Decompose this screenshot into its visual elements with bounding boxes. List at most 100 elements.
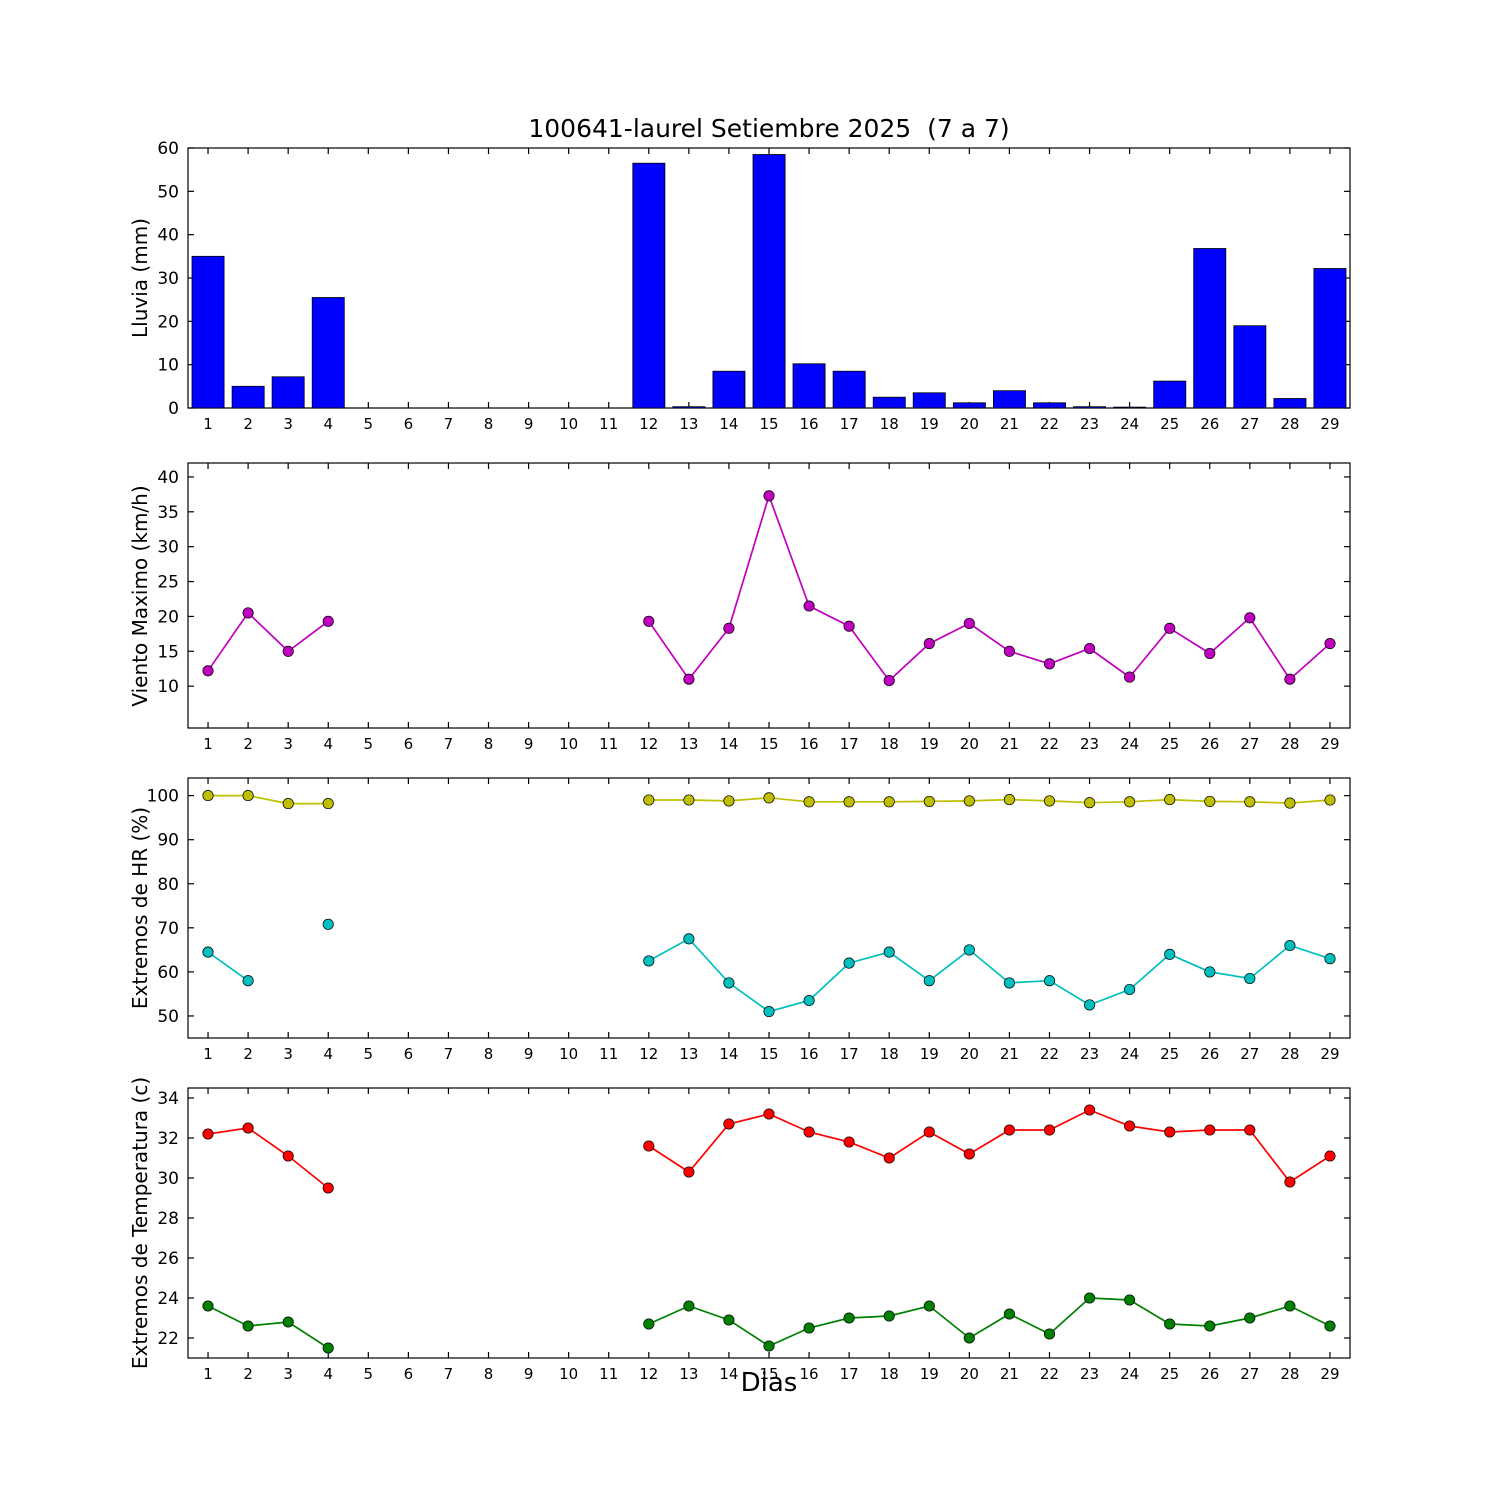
hr-maxima-point-day-17	[843, 796, 855, 808]
x-tick-label: 27	[1240, 735, 1259, 753]
lluvia-bar-day-16	[792, 363, 826, 409]
y-tick-label: 100	[147, 787, 179, 807]
hr-maxima-point-day-27	[1244, 796, 1256, 808]
y-tick-label: 40	[157, 468, 179, 488]
temperatura-maxima-point-day-19	[923, 1126, 935, 1138]
hr-minima-point-day-13	[683, 933, 695, 945]
temperatura-axes-frame	[187, 1087, 1351, 1359]
x-tick-label: 10	[559, 735, 578, 753]
x-tick-label: 17	[840, 415, 859, 433]
viento-point-day-21	[1003, 645, 1015, 657]
x-tick-label: 26	[1200, 1045, 1219, 1063]
viento-point-day-25	[1164, 622, 1176, 634]
x-tick-label: 3	[283, 1365, 293, 1383]
x-tick-label: 5	[364, 1365, 374, 1383]
x-tick-label: 18	[880, 1365, 899, 1383]
temperatura-maxima-point-day-16	[803, 1126, 815, 1138]
x-tick-label: 1	[203, 735, 213, 753]
x-tick-label: 1	[203, 1045, 213, 1063]
x-tick-label: 20	[960, 415, 979, 433]
temperatura-minima-point-day-23	[1084, 1292, 1096, 1304]
x-tick-label: 20	[960, 735, 979, 753]
x-tick-label: 5	[364, 415, 374, 433]
temperatura-minima-point-day-14	[723, 1314, 735, 1326]
x-tick-label: 9	[524, 415, 534, 433]
hr-maxima-point-day-20	[963, 795, 975, 807]
x-tick-label: 23	[1080, 415, 1099, 433]
x-tick-label: 8	[484, 1365, 494, 1383]
temperatura-minima-point-day-22	[1043, 1328, 1056, 1340]
x-tick-label: 17	[840, 1045, 859, 1063]
hr-minima-point-day-21	[1003, 977, 1015, 989]
x-tick-label: 1	[203, 1365, 213, 1383]
viento-point-day-20	[963, 617, 975, 629]
hr-maxima-point-day-15	[763, 792, 775, 804]
lluvia-bar-day-24	[1113, 406, 1147, 409]
x-tick-label: 7	[444, 415, 454, 433]
lluvia-bar-day-13	[672, 406, 706, 409]
x-tick-label: 18	[880, 415, 899, 433]
x-tick-label: 7	[444, 735, 454, 753]
x-tick-label: 1	[203, 415, 213, 433]
temperatura-maxima-point-day-15	[763, 1108, 775, 1120]
x-tick-label: 12	[639, 1045, 658, 1063]
x-tick-label: 11	[599, 1365, 618, 1383]
hr-minima-point-day-28	[1284, 939, 1296, 952]
viento-point-day-1	[202, 665, 214, 677]
lluvia-bar-day-14	[712, 370, 746, 409]
x-tick-label: 19	[920, 415, 939, 433]
y-tick-label: 30	[157, 538, 179, 558]
x-tick-label: 25	[1160, 1045, 1179, 1063]
y-tick-label: 26	[157, 1249, 179, 1269]
viento-point-day-15	[763, 490, 775, 502]
x-tick-label: 22	[1040, 1045, 1059, 1063]
x-tick-label: 20	[960, 1365, 979, 1383]
lluvia-bar-day-25	[1153, 380, 1187, 409]
hr-minima-point-day-26	[1204, 966, 1216, 978]
temperatura-minima-point-day-28	[1284, 1300, 1296, 1312]
viento-point-day-12	[643, 615, 655, 627]
lluvia-bar-day-27	[1233, 325, 1267, 409]
lluvia-bar-day-3	[271, 376, 305, 409]
hr-minima-point-day-22	[1043, 975, 1056, 987]
x-tick-label: 12	[639, 1365, 658, 1383]
x-tick-label: 18	[880, 1045, 899, 1063]
viento-point-day-16	[803, 600, 815, 612]
y-tick-label: 35	[157, 503, 179, 523]
temperatura-maxima-point-day-27	[1244, 1124, 1256, 1136]
viento-point-day-3	[282, 645, 294, 657]
lluvia-bar-day-15	[752, 154, 786, 409]
x-tick-label: 25	[1160, 1365, 1179, 1383]
x-tick-label: 27	[1240, 1045, 1259, 1063]
x-tick-label: 29	[1320, 415, 1339, 433]
x-tick-label: 8	[484, 415, 494, 433]
x-tick-label: 24	[1120, 415, 1139, 433]
x-tick-label: 13	[679, 415, 698, 433]
viento-point-day-19	[923, 638, 935, 650]
x-tick-label: 23	[1080, 1045, 1099, 1063]
temperatura-minima-point-day-29	[1324, 1320, 1336, 1332]
temperatura-maxima-point-day-1	[202, 1128, 214, 1140]
x-tick-label: 23	[1080, 735, 1099, 753]
x-tick-label: 4	[323, 1365, 333, 1383]
x-tick-label: 28	[1280, 415, 1299, 433]
lluvia-bar-day-17	[832, 370, 866, 409]
hr-minima-point-day-16	[803, 994, 815, 1007]
x-tick-label: 3	[283, 1045, 293, 1063]
x-tick-label: 4	[323, 1045, 333, 1063]
temperatura-maxima-point-day-14	[723, 1118, 735, 1130]
y-axis-label-viento: Viento Maximo (km/h)	[128, 485, 152, 707]
lluvia-bar-day-19	[912, 392, 946, 409]
x-tick-label: 4	[323, 735, 333, 753]
lluvia-bar-day-23	[1073, 406, 1106, 409]
temperatura-maxima-point-day-17	[843, 1136, 855, 1148]
x-tick-label: 24	[1120, 735, 1139, 753]
temperatura-minima-point-day-3	[282, 1316, 294, 1328]
y-tick-label: 70	[157, 919, 179, 939]
y-tick-label: 28	[157, 1209, 179, 1229]
x-tick-label: 14	[719, 735, 738, 753]
x-tick-label: 16	[800, 1365, 819, 1383]
temperatura-maxima-point-day-3	[282, 1150, 294, 1162]
temperatura-maxima-point-day-28	[1284, 1176, 1296, 1188]
hr-minima-point-day-29	[1324, 953, 1336, 965]
